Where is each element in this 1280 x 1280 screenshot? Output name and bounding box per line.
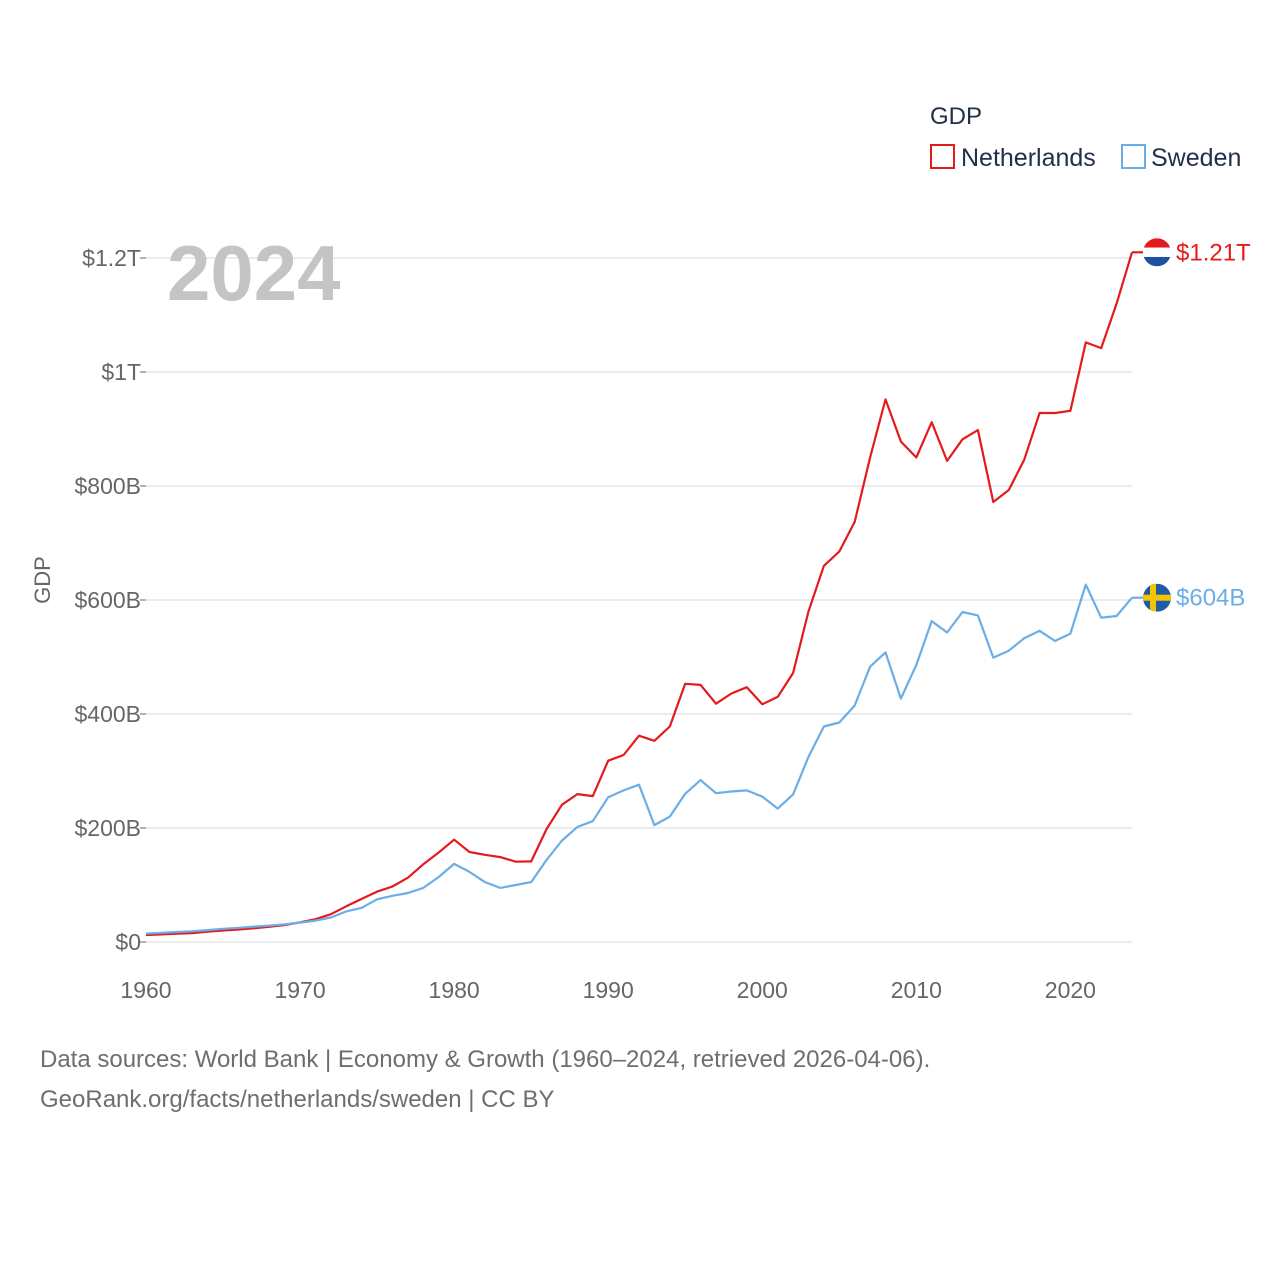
x-tick-label: 2000 — [737, 977, 788, 1003]
end-value-label-netherlands: $1.21T — [1176, 239, 1251, 266]
y-tick-label: $200B — [74, 815, 141, 841]
legend-swatch-netherlands — [930, 144, 955, 169]
source-url-text[interactable]: GeoRank.org/facts/netherlands/sweden | C… — [40, 1086, 555, 1113]
series-line-sweden[interactable] — [145, 583, 1133, 935]
data-sources-text: Data sources: World Bank | Economy & Gro… — [40, 1046, 931, 1073]
footer: Data sources: World Bank | Economy & Gro… — [40, 1040, 930, 1120]
y-tick-label: $600B — [74, 587, 141, 613]
legend-item-netherlands[interactable]: Netherlands — [930, 144, 1096, 172]
legend-swatch-sweden — [1121, 144, 1146, 169]
end-markers: $1.21T $604B — [1132, 238, 1251, 612]
series-lines — [145, 251, 1134, 937]
y-tick-label: $1.2T — [82, 245, 141, 271]
year-label: 2024 — [167, 229, 341, 317]
legend-title: GDP — [930, 103, 982, 130]
legend: GDP Netherlands Sweden — [930, 103, 1241, 172]
series-line-netherlands[interactable] — [145, 251, 1134, 937]
end-value-label-sweden: $604B — [1176, 585, 1245, 612]
x-axis-ticks: 1960 1970 1980 1990 2000 2010 2020 — [120, 977, 1096, 1003]
y-tick-label: $1T — [101, 359, 141, 385]
legend-label-sweden: Sweden — [1151, 144, 1241, 172]
x-tick-label: 1970 — [274, 977, 325, 1003]
legend-item-sweden[interactable]: Sweden — [1121, 144, 1241, 172]
x-tick-label: 2020 — [1045, 977, 1096, 1003]
x-tick-label: 1980 — [429, 977, 480, 1003]
x-tick-label: 1990 — [583, 977, 634, 1003]
x-tick-label: 1960 — [120, 977, 171, 1003]
y-tick-label: $0 — [115, 929, 141, 955]
x-tick-label: 2010 — [891, 977, 942, 1003]
y-tick-label: $800B — [74, 473, 141, 499]
sweden-flag-icon — [1143, 583, 1171, 612]
y-axis-title: GDP — [30, 556, 55, 604]
netherlands-flag-icon — [1143, 238, 1171, 267]
gdp-line-chart: $0$200B$400B$600B$800B$1T$1.2T 1960 1970 1… — [30, 103, 1251, 1003]
y-axis-ticks: $0 $200B $400B $600B $800B $1T $1.2T — [74, 245, 146, 955]
legend-label-netherlands: Netherlands — [961, 144, 1096, 172]
y-tick-label: $400B — [74, 701, 141, 727]
grid-lines — [146, 257, 1132, 943]
